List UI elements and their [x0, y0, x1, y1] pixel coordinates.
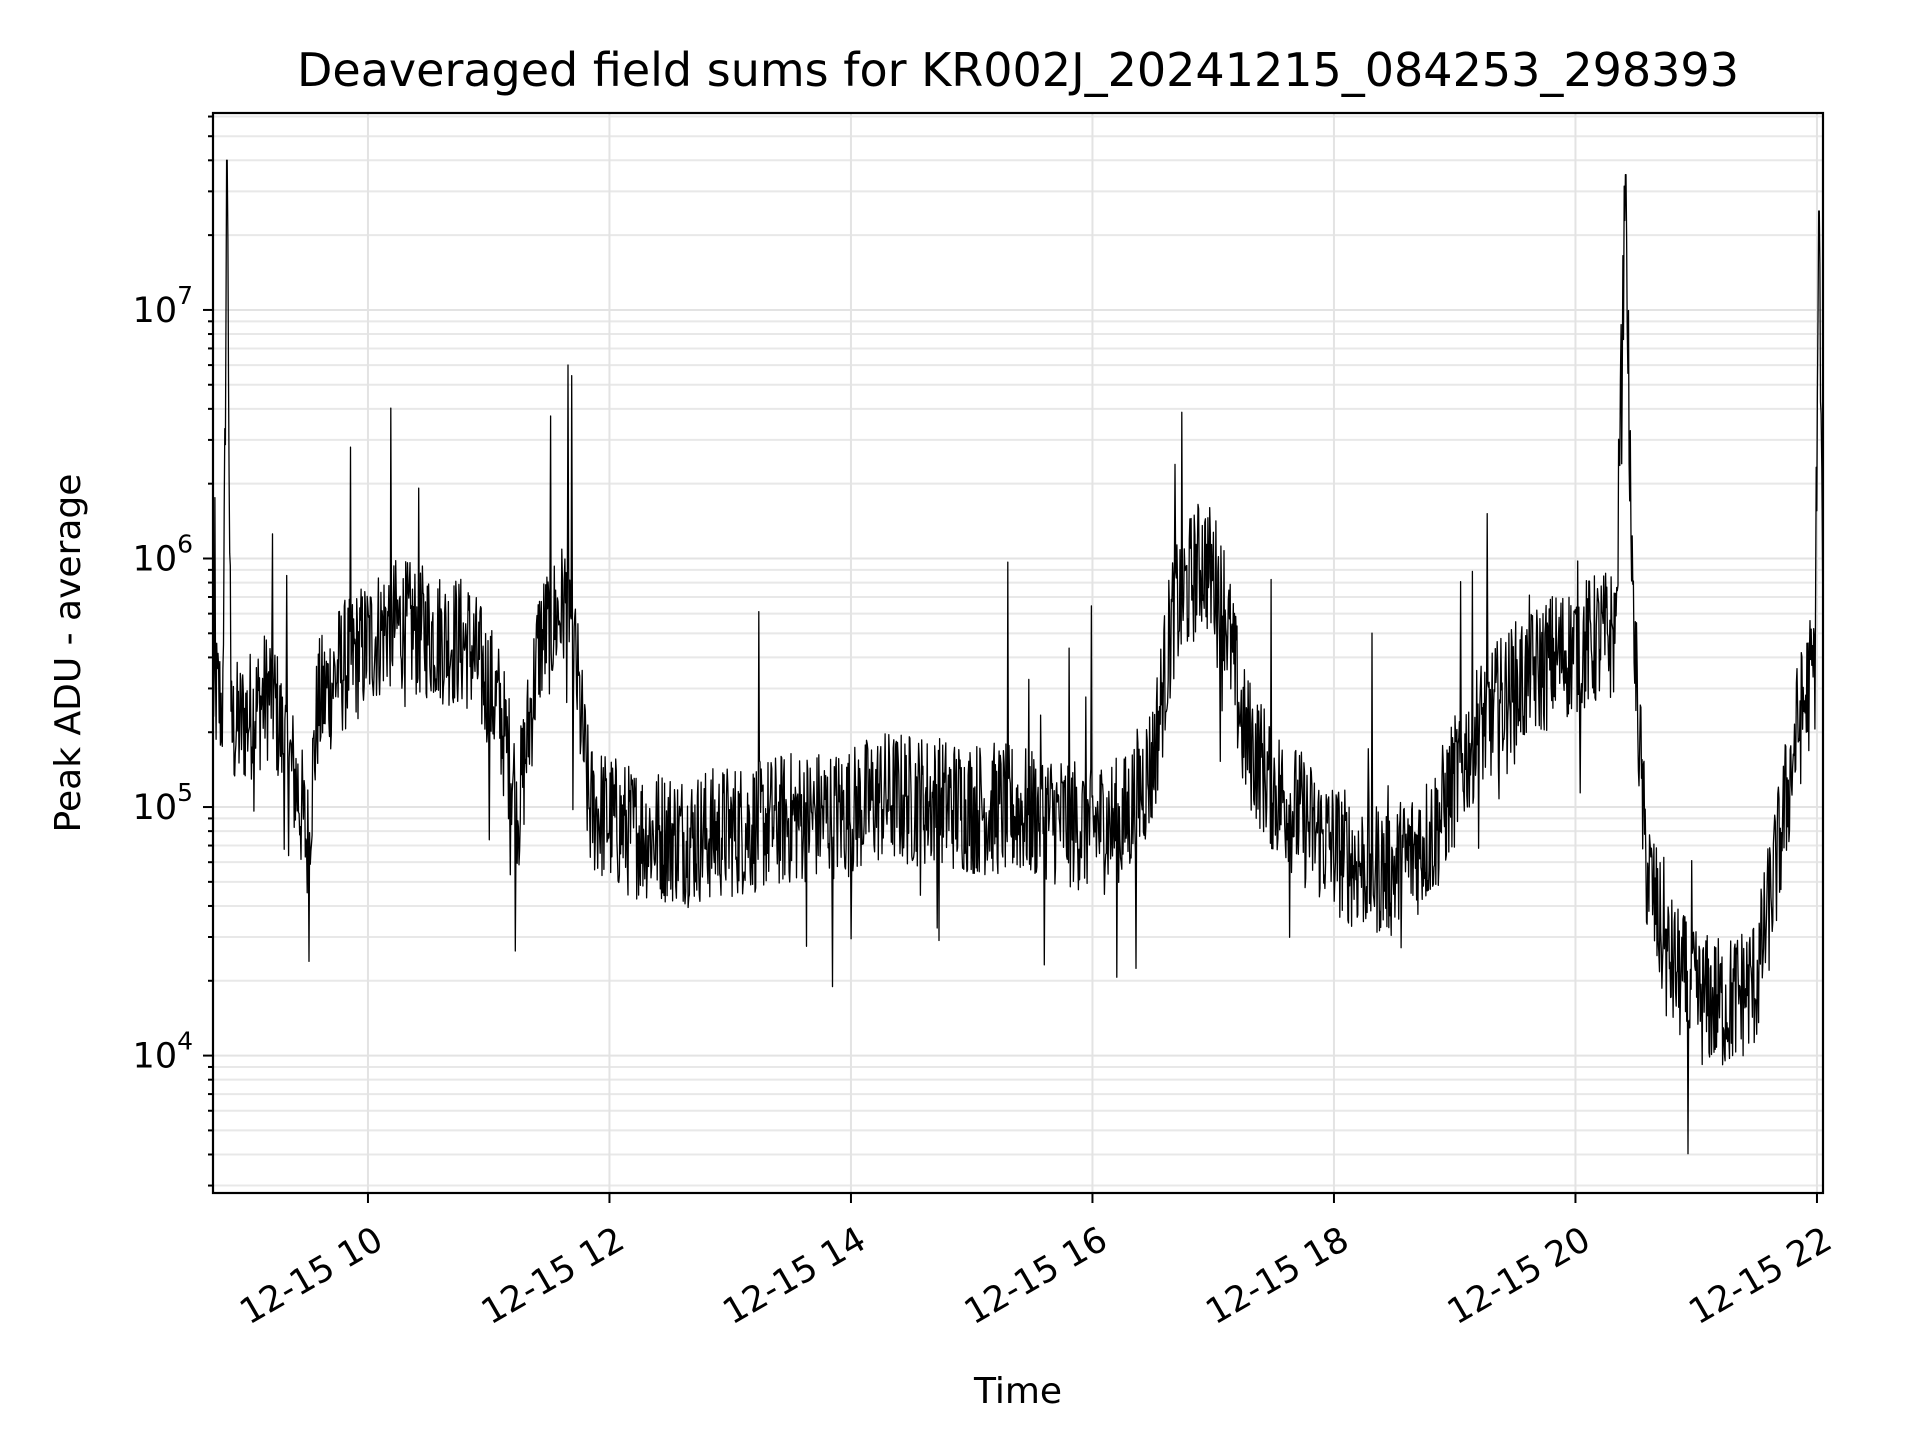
chart-title: Deaveraged field sums for KR002J_2024121…	[297, 43, 1739, 97]
series-line	[213, 159, 1823, 1155]
y-tick-label: 105	[133, 778, 193, 828]
y-tick-label: 106	[133, 529, 193, 579]
y-tick-label: 104	[133, 1027, 193, 1077]
axes-frame	[211, 111, 1825, 1195]
y-axis-label: Peak ADU - average	[48, 474, 89, 833]
series-layer	[213, 159, 1823, 1155]
y-tick-label: 107	[133, 281, 193, 331]
x-axis-label: Time	[973, 1371, 1062, 1412]
grid-lines	[213, 113, 1823, 1193]
